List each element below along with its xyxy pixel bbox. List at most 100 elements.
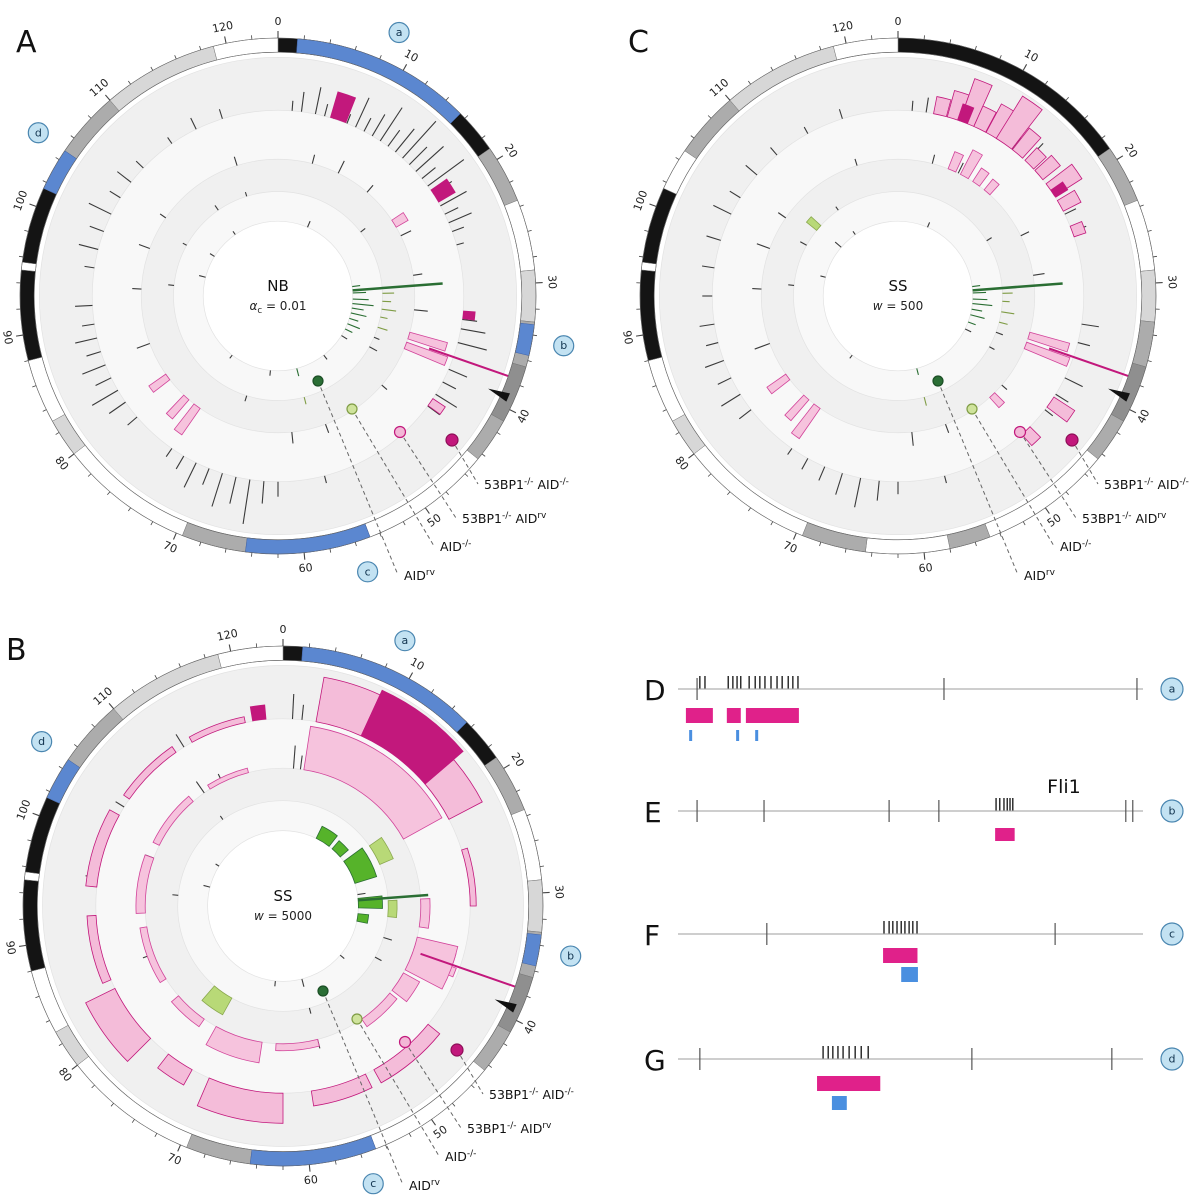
track-tick [296, 368, 300, 377]
track-tick [876, 480, 880, 501]
track-tick [355, 97, 370, 128]
track-wedge [368, 836, 394, 865]
track-tick [413, 309, 428, 312]
panel-letter-F: F [644, 919, 660, 952]
track-tick [339, 954, 345, 960]
highlight-ray [972, 282, 1063, 292]
track-bar [1046, 396, 1076, 423]
track-tick [706, 235, 721, 241]
region-marker-label: a [396, 26, 403, 39]
axis-tick [329, 39, 332, 44]
track-bar [805, 216, 822, 231]
track-bar [148, 373, 171, 393]
region-marker-label: d [35, 126, 42, 139]
axis-tick [532, 334, 538, 337]
legend-dot-bp_ko [1065, 433, 1079, 447]
axis-tick [203, 653, 206, 659]
track-tick [108, 401, 126, 414]
panel-letter-B: B [6, 633, 27, 668]
track-tick [351, 307, 364, 311]
region-marker-d [1160, 1047, 1184, 1071]
axis-label: 0 [275, 15, 282, 28]
track-tick [219, 815, 224, 820]
track-tick [777, 212, 787, 219]
track-tick [215, 863, 220, 867]
track-tick [756, 243, 770, 250]
track-tick [452, 226, 465, 233]
axis-label: 10 [1022, 47, 1041, 65]
track-tick [109, 190, 121, 199]
region-marker-label: b [1169, 805, 1176, 818]
ideogram-inner-outline [37, 659, 529, 1152]
track-tick [421, 167, 436, 180]
axis-tick [496, 432, 501, 435]
track-tick [989, 346, 995, 351]
track-wedge [303, 725, 443, 840]
region-marker-label: a [1169, 683, 1176, 696]
track-bar [957, 103, 975, 124]
axis-tick [534, 970, 539, 973]
track-tick [347, 323, 361, 330]
track-separator [822, 220, 974, 372]
track-wedge [424, 758, 483, 820]
cluster-box-blue [831, 1096, 847, 1110]
axis-tick [402, 521, 406, 526]
track-tick [381, 308, 397, 312]
axis-tick [690, 135, 695, 139]
axis-tick [24, 229, 29, 232]
axis-tick [539, 865, 545, 868]
track-tick [413, 273, 423, 276]
track-bar [1056, 189, 1082, 212]
track-tick [383, 936, 393, 941]
track-tick [350, 312, 367, 318]
axis-tick [1084, 473, 1089, 477]
axis-tick [1101, 453, 1106, 457]
track-bar [330, 91, 357, 124]
axis-tick [481, 135, 486, 139]
axis-tick [1147, 360, 1152, 363]
axis-label: 60 [303, 1173, 318, 1187]
gene-label: Fli1 [1047, 776, 1081, 798]
track-separator [42, 665, 524, 1147]
track-tick [244, 191, 248, 197]
axis-tick [425, 80, 429, 85]
track-tick [352, 303, 374, 307]
track-tick [986, 237, 992, 242]
track-wedge [310, 1073, 373, 1107]
track-tick [349, 317, 359, 322]
track-tick [78, 243, 99, 250]
track-tick [754, 342, 770, 350]
axis-tick [354, 45, 357, 50]
axis-tick [949, 548, 952, 553]
legend-dot-bp_rv [393, 425, 407, 439]
track-tick [387, 129, 401, 147]
track-tick [344, 328, 353, 333]
axis-tick [68, 453, 75, 459]
axis-tick [379, 532, 382, 537]
axis-tick [35, 995, 40, 999]
axis-tick [18, 255, 24, 258]
track-tick [291, 100, 294, 111]
track-tick [218, 109, 223, 119]
axis-label: 60 [918, 561, 933, 575]
track-tick [366, 184, 374, 193]
track-tick [229, 354, 233, 359]
track-tick [202, 468, 210, 485]
axis-tick [707, 473, 712, 477]
track-tick [261, 481, 265, 504]
axis-tick [27, 970, 32, 973]
track-tick [995, 331, 1004, 336]
position-arrow [488, 388, 510, 402]
axis-tick [303, 552, 306, 560]
track-tick [324, 475, 327, 484]
legend-leader-line [1019, 431, 1077, 519]
legend-leader-line [351, 408, 435, 547]
track-tick [721, 393, 741, 407]
panel-letter-G: G [644, 1044, 666, 1077]
axis-tick [974, 542, 977, 547]
ideogram-inner-outline [33, 51, 523, 541]
track-tick [427, 159, 465, 187]
axis-tick [1147, 229, 1152, 232]
track-tick [175, 455, 185, 470]
